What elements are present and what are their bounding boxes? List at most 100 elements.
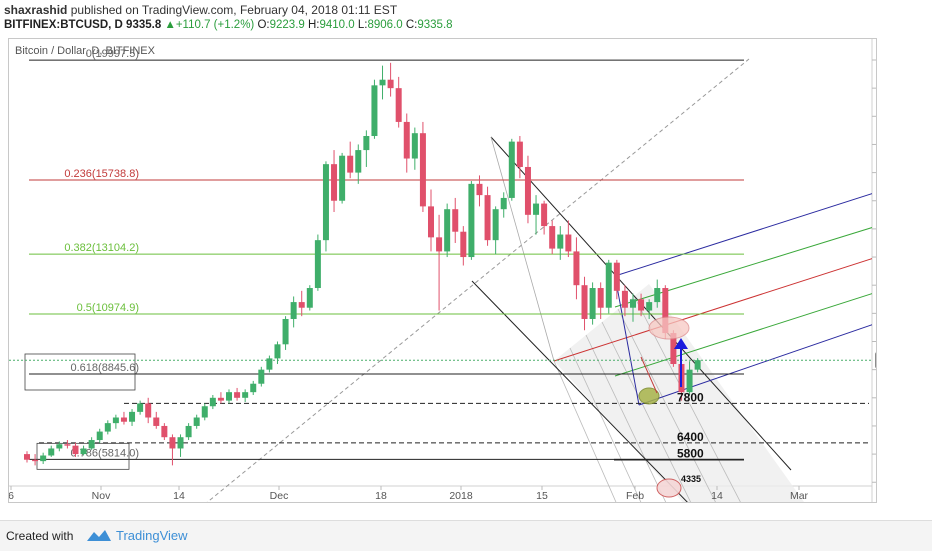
- current-price-badge: [875, 352, 876, 368]
- candle-body: [428, 206, 434, 238]
- close-label: C:: [405, 19, 418, 31]
- candle-body: [169, 437, 176, 449]
- pitchfork-median-red: [553, 258, 872, 362]
- candle-body: [355, 150, 362, 173]
- candle-body: [209, 397, 216, 407]
- fib-level-label: 0.786(5814.0): [71, 447, 140, 459]
- level-annotation-label: 4335: [681, 474, 701, 484]
- chart-canvas[interactable]: Bitcoin / Dollar, D, BITFINEX 0(19997.5)…: [9, 39, 876, 502]
- candle-body: [387, 79, 394, 89]
- publish-line: shaxrashid published on TradingView.com,…: [4, 3, 397, 17]
- time-axis-label: 6: [9, 490, 14, 502]
- time-axis-label: 14: [173, 490, 185, 502]
- candle-body: [331, 164, 338, 201]
- candle-body: [56, 444, 63, 449]
- fan-line: [553, 360, 617, 502]
- author-name[interactable]: shaxrashid: [4, 3, 68, 17]
- candle-body: [460, 231, 467, 258]
- candle-body: [533, 203, 540, 215]
- candle-body: [670, 333, 677, 365]
- fib-0618-box: [24, 353, 136, 391]
- candle-body: [524, 166, 531, 215]
- candle-body: [96, 431, 103, 441]
- pitchfork-group: [206, 58, 872, 502]
- candle-body: [654, 288, 661, 303]
- candle-body: [64, 444, 71, 446]
- candle-body: [613, 262, 620, 291]
- fan-line: [601, 321, 692, 502]
- time-axis-label: 14: [711, 490, 723, 502]
- tradingview-logo-icon[interactable]: [86, 528, 112, 542]
- time-axis-label: Dec: [270, 490, 289, 502]
- fib-level-label: 0.5(10974.9): [77, 302, 139, 314]
- chart-title: Bitcoin / Dollar, D, BITFINEX: [15, 45, 156, 57]
- header: shaxrashid published on TradingView.com,…: [0, 0, 932, 36]
- candle-body: [484, 195, 491, 241]
- candle-body: [492, 209, 499, 241]
- low-value: 8906.0: [367, 19, 403, 31]
- candle-body: [258, 369, 265, 384]
- fib-level-label: 0.618(8845.6): [71, 362, 140, 374]
- change-value: +110.7 (+1.2%): [175, 19, 255, 31]
- candle-body: [508, 141, 515, 198]
- candle-body: [250, 383, 257, 393]
- candle-body: [646, 302, 653, 311]
- pitchfork-upper-green: [614, 227, 872, 308]
- last-price: 9335.8: [126, 19, 162, 31]
- pitchfork-handle: [614, 275, 640, 406]
- flag-ellipse-icon: [656, 478, 682, 498]
- candle-body: [185, 425, 192, 438]
- level-annotation-label: 7800: [677, 390, 704, 404]
- candle-body: [298, 302, 305, 308]
- candle-body: [411, 133, 418, 159]
- candle-body: [120, 417, 127, 422]
- candle-body: [153, 417, 160, 426]
- fan-line: [585, 334, 667, 502]
- candle-body: [347, 155, 354, 173]
- candle-body: [129, 411, 136, 422]
- candle-body: [468, 183, 475, 258]
- candle-body: [573, 251, 580, 286]
- candle-body: [234, 392, 241, 398]
- candle-body: [274, 344, 281, 359]
- candle-body: [226, 392, 232, 401]
- candle-body: [137, 403, 144, 412]
- candles-group: [24, 62, 701, 466]
- candle-body: [379, 79, 386, 86]
- candle-body: [306, 288, 313, 308]
- candle-body: [161, 425, 168, 438]
- level-annotation-label: 6400: [677, 430, 704, 444]
- candle-body: [419, 133, 426, 207]
- candle-body: [581, 285, 588, 319]
- fib-level-label: 0.236(15738.8): [64, 168, 139, 180]
- annotations-group: 7800 6400 5800 4335: [638, 316, 704, 498]
- move-line-red: [640, 356, 658, 394]
- chart-area[interactable]: Bitcoin / Dollar, D, BITFINEX 0(19997.5)…: [8, 38, 877, 503]
- candle-body: [266, 358, 273, 370]
- time-axis-label: Mar: [790, 490, 809, 502]
- high-label: H:: [308, 19, 320, 31]
- fib-group: 0(19997.5) 0.236(15738.8) 0.382(13104.2) 0.…: [9, 48, 872, 470]
- fan-line: [617, 308, 716, 502]
- channel-lower-line: [471, 280, 688, 502]
- candle-body: [72, 445, 79, 455]
- candle-body: [516, 141, 523, 167]
- time-axis[interactable]: 6 Nov 14 Dec 18 2018 15 Feb 14 Mar: [9, 486, 809, 502]
- time-axis-label: 2018: [449, 490, 473, 502]
- symbol-line: BITFINEX:BTCUSD, D 9335.8 ▲+110.7 (+1.2%…: [4, 19, 453, 31]
- level-annotation-label: 5800: [677, 447, 704, 461]
- candle-body: [565, 234, 572, 252]
- channel-inner-line: [490, 136, 555, 362]
- candle-body: [638, 299, 645, 311]
- candle-body: [314, 240, 321, 289]
- pitchfork-lower-green: [614, 293, 872, 377]
- candle-body: [694, 360, 701, 370]
- close-value: 9335.8: [417, 19, 453, 31]
- candle-body: [242, 392, 249, 398]
- target-ellipse-icon: [648, 316, 690, 340]
- open-value: 9223.9: [269, 19, 305, 31]
- fan-zone: [554, 284, 805, 502]
- candle-body: [88, 440, 95, 449]
- price-axis[interactable]: 5000.06000.07000.08000.09000.010000.0110…: [872, 55, 876, 489]
- tradingview-brand[interactable]: TradingView: [116, 528, 188, 543]
